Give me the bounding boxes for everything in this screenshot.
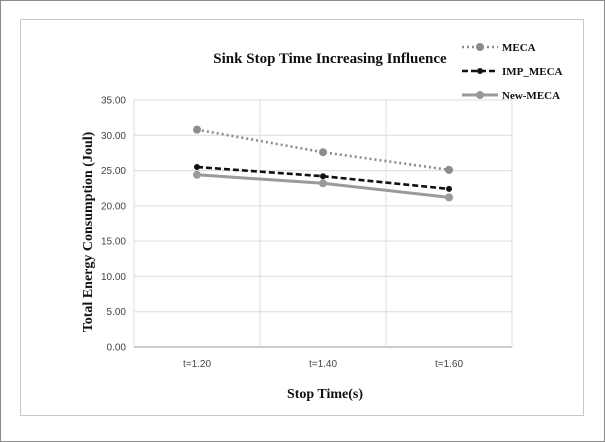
- legend-marker: [476, 43, 484, 51]
- grid-lines: [133, 99, 513, 348]
- y-axis-title: Total Energy Consumption (Joul): [81, 131, 96, 332]
- data-point: [319, 179, 327, 188]
- chart-panel: [20, 19, 584, 416]
- y-tick-label: 15.00: [101, 237, 126, 248]
- y-tick-label: 25.00: [101, 166, 126, 177]
- legend-marker: [476, 91, 484, 99]
- data-point: [320, 173, 326, 180]
- x-axis-title: Stop Time(s): [287, 387, 363, 402]
- legend-item: IMP_MECA: [462, 66, 563, 78]
- legend-marker: [477, 68, 483, 74]
- legend: MECA IMP_MECA New-MECA: [462, 42, 563, 102]
- series-meca: [193, 125, 453, 174]
- legend-label: IMP_MECA: [502, 66, 563, 78]
- x-tick-label: t=1.60: [435, 359, 464, 370]
- legend-item: New-MECA: [462, 90, 560, 102]
- series-new-meca: [193, 170, 453, 202]
- legend-label: MECA: [502, 42, 536, 54]
- y-tick-label: 0.00: [107, 343, 127, 354]
- data-point: [445, 193, 453, 202]
- data-point: [193, 170, 201, 179]
- y-tick-label: 5.00: [107, 307, 127, 318]
- data-point: [446, 185, 452, 192]
- axes: 0.00 5.00 10.00 15.00 20.00 25.00 30.00 35.00 t=…: [101, 96, 464, 371]
- y-tick-label: 10.00: [101, 272, 126, 283]
- data-point: [193, 125, 201, 134]
- chart-title: Sink Stop Time Increasing Influence: [213, 51, 447, 67]
- series-imp_meca: [194, 164, 452, 192]
- data-point: [319, 148, 327, 157]
- x-tick-label: t=1.40: [309, 359, 338, 370]
- y-tick-label: 35.00: [101, 96, 126, 107]
- legend-label: New-MECA: [502, 90, 560, 102]
- series-layer: [193, 125, 453, 202]
- x-tick-label: t=1.20: [183, 359, 212, 370]
- legend-item: MECA: [462, 42, 536, 54]
- data-point: [194, 164, 200, 171]
- data-point: [445, 165, 453, 174]
- y-tick-label: 20.00: [101, 201, 126, 212]
- y-tick-label: 30.00: [101, 131, 126, 142]
